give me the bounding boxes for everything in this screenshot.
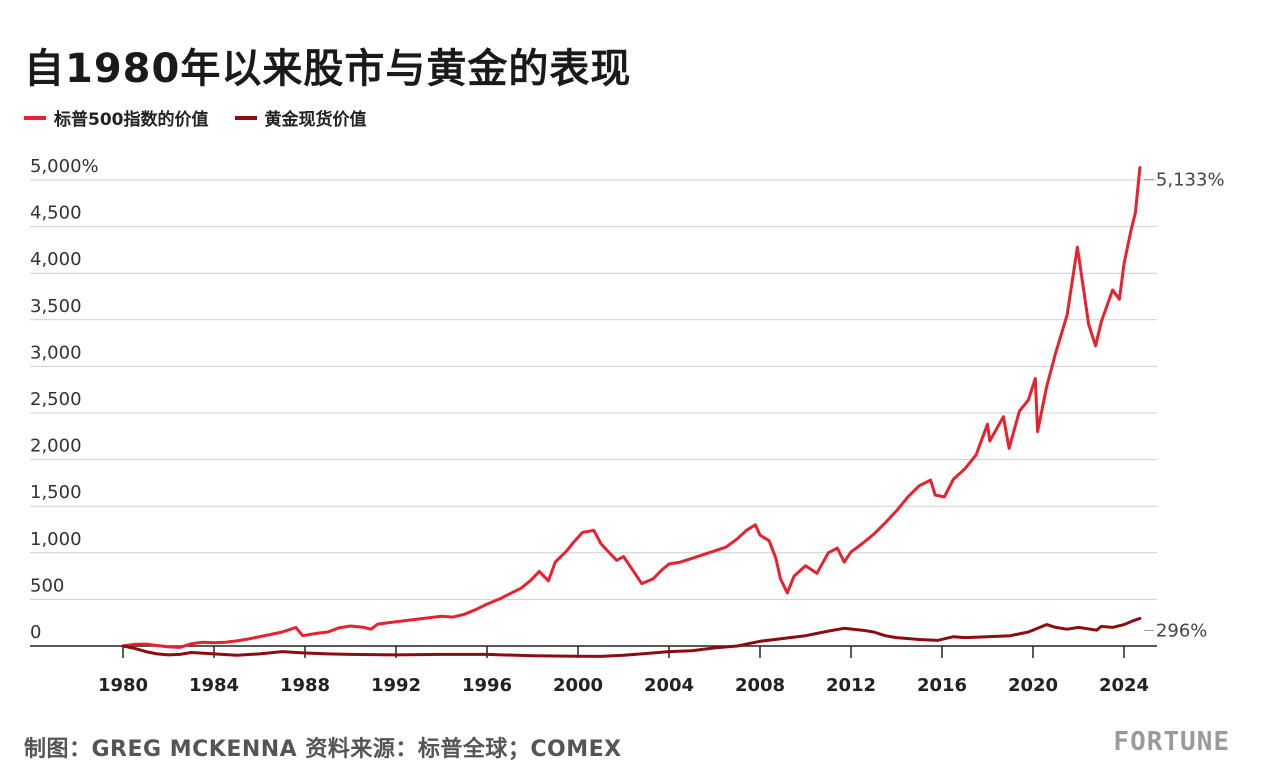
y-tick-label: 1,000 bbox=[30, 529, 82, 550]
x-tick-label: 2012 bbox=[826, 675, 876, 696]
series-line-sp500 bbox=[121, 166, 1142, 649]
y-tick-label: 4,000 bbox=[30, 249, 82, 270]
y-tick-label: 2,500 bbox=[30, 389, 82, 410]
source-credit: 制图：GREG MCKENNA 资料来源：标普全球；COMEX bbox=[24, 737, 622, 762]
y-axis-tick-labels: 0 500 1,000 1,500 2,000 2,500 3,000 3,500 4,000 4… bbox=[30, 156, 99, 643]
x-tick-label: 1988 bbox=[280, 675, 330, 696]
y-tick-label: 3,000 bbox=[30, 342, 82, 363]
x-axis-ticks: 1980 1984 1988 1992 1996 2000 2004 2008 2012 2016… bbox=[98, 646, 1149, 696]
y-tick-label: 1,500 bbox=[30, 482, 82, 503]
legend-label-sp500: 标普500指数的价值 bbox=[54, 110, 209, 130]
series-end-labels: 5,133% 296% bbox=[1143, 170, 1225, 641]
legend-label-gold: 黄金现货价值 bbox=[264, 110, 367, 130]
x-tick-label: 2008 bbox=[735, 675, 785, 696]
y-tick-label: 4,500 bbox=[30, 203, 82, 224]
y-tick-label: 5,000% bbox=[30, 156, 99, 177]
x-tick-label: 2016 bbox=[917, 675, 967, 696]
chart-title: 自1980年以来股市与黄金的表现 bbox=[24, 46, 632, 92]
series-lines bbox=[121, 166, 1142, 658]
y-tick-label: 2,000 bbox=[30, 436, 82, 457]
x-tick-label: 2024 bbox=[1099, 675, 1149, 696]
legend-swatch-gold bbox=[234, 115, 257, 120]
legend: 标普500指数的价值 黄金现货价值 bbox=[24, 105, 393, 130]
legend-swatch-sp500 bbox=[24, 115, 46, 120]
x-tick-label: 2004 bbox=[644, 675, 694, 696]
x-tick-label: 2000 bbox=[553, 675, 603, 696]
series-line-gold bbox=[121, 616, 1142, 658]
x-tick-label: 1984 bbox=[189, 675, 239, 696]
x-tick-label: 2020 bbox=[1008, 675, 1058, 696]
y-tick-label: 3,500 bbox=[30, 296, 82, 317]
grid-lines bbox=[30, 179, 1157, 647]
y-tick-label: 0 bbox=[30, 622, 41, 643]
x-tick-label: 1980 bbox=[98, 675, 148, 696]
x-tick-label: 1996 bbox=[462, 675, 512, 696]
series-end-label: 5,133% bbox=[1156, 170, 1225, 191]
x-tick-label: 1992 bbox=[371, 675, 421, 696]
series-end-label: 296% bbox=[1156, 620, 1207, 641]
legend-item-gold: 黄金现货价值 bbox=[234, 105, 367, 130]
brand-logo: FORTUNE bbox=[1113, 727, 1230, 757]
y-tick-label: 500 bbox=[30, 575, 64, 596]
legend-item-sp500: 标普500指数的价值 bbox=[24, 105, 209, 130]
